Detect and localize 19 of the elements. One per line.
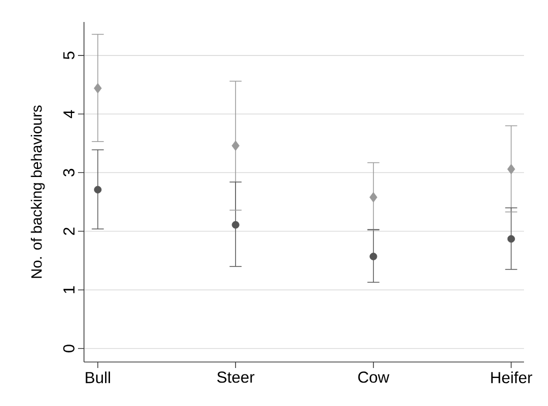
y-tick-label: 0: [63, 344, 74, 352]
point: [94, 186, 102, 194]
y-tick-label: 4: [64, 110, 74, 118]
point: [369, 192, 378, 202]
point: [507, 235, 515, 243]
y-axis-title: No. of backing behaviours: [30, 105, 45, 278]
x-tick-label: Bull: [86, 372, 110, 384]
y-tick-label: 1: [64, 286, 74, 294]
y-tick-label: 3: [63, 168, 74, 176]
y-tick-label: 5: [63, 52, 74, 60]
y-tick-label: 2: [63, 228, 74, 235]
point: [370, 252, 378, 260]
x-tick-label: Steer: [217, 372, 254, 383]
point: [507, 164, 516, 174]
point: [232, 221, 240, 229]
point: [94, 83, 102, 94]
x-tick-label: Cow: [358, 372, 390, 383]
x-tick-label: Heifer: [491, 372, 532, 384]
point: [232, 140, 240, 151]
